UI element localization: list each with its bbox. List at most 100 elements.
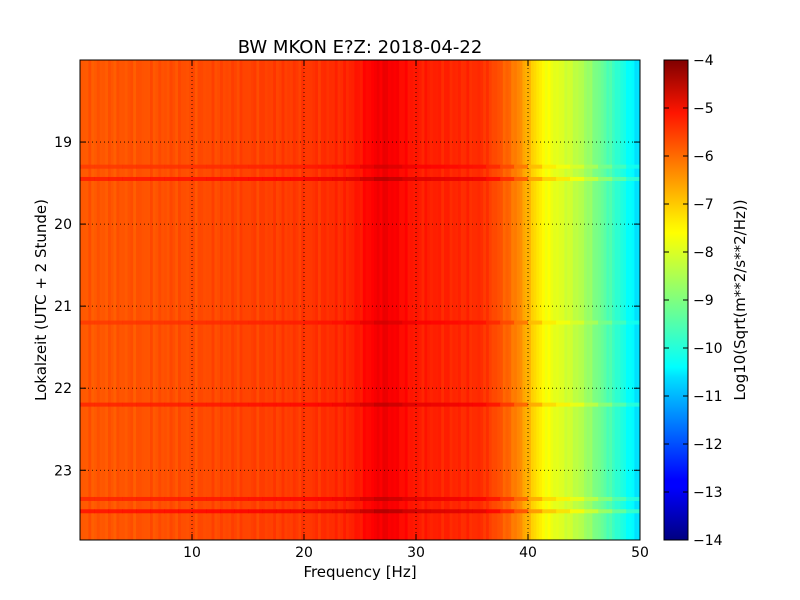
- heatmap-column: [281, 60, 285, 540]
- heatmap-column: [133, 60, 137, 540]
- heatmap-column: [351, 60, 355, 540]
- heatmap-band: [234, 320, 249, 325]
- heatmap-column: [631, 60, 635, 540]
- heatmap-band: [486, 496, 501, 501]
- heatmap-column: [362, 60, 367, 540]
- heatmap-column: [228, 60, 232, 540]
- heatmap-column: [556, 60, 560, 540]
- heatmap-band: [164, 509, 179, 514]
- heatmap-column: [166, 60, 171, 540]
- heatmap-band: [248, 496, 263, 501]
- heatmap-band: [332, 320, 347, 325]
- heatmap-column: [164, 60, 168, 540]
- heatmap-band: [612, 402, 627, 407]
- heatmap-column: [402, 60, 406, 540]
- heatmap-band: [444, 320, 459, 325]
- heatmap-band: [528, 164, 543, 169]
- heatmap-band: [500, 509, 515, 514]
- heatmap-column: [368, 60, 372, 540]
- heatmap-band: [318, 496, 333, 501]
- heatmap-band: [374, 164, 389, 169]
- heatmap-column: [626, 60, 630, 540]
- heatmap-band: [108, 496, 123, 501]
- heatmap-column: [113, 60, 117, 540]
- heatmap-band: [304, 164, 319, 169]
- heatmap-band: [192, 176, 207, 181]
- heatmap-column: [175, 60, 179, 540]
- heatmap-column: [348, 60, 353, 540]
- heatmap-column: [598, 60, 602, 540]
- heatmap-band: [136, 176, 151, 181]
- heatmap-band: [234, 496, 249, 501]
- heatmap-band: [402, 164, 417, 169]
- heatmap-band: [206, 509, 221, 514]
- heatmap-column: [206, 60, 210, 540]
- x-axis-label: Frequency [Hz]: [303, 563, 416, 581]
- x-tick-label: 50: [631, 545, 649, 561]
- heatmap-column: [136, 60, 140, 540]
- heatmap-column: [273, 60, 277, 540]
- heatmap-band: [276, 402, 291, 407]
- heatmap-column: [564, 60, 568, 540]
- heatmap-column: [575, 60, 579, 540]
- heatmap-column: [382, 60, 386, 540]
- heatmap-band: [178, 320, 193, 325]
- heatmap-column: [130, 60, 134, 540]
- heatmap-column: [147, 60, 151, 540]
- heatmap-band: [556, 320, 571, 325]
- heatmap-column: [606, 60, 610, 540]
- heatmap-column: [141, 60, 145, 540]
- heatmap-column: [306, 60, 311, 540]
- heatmap-band: [122, 402, 137, 407]
- heatmap-column: [494, 60, 498, 540]
- heatmap-column: [466, 60, 470, 540]
- heatmap-band: [304, 402, 319, 407]
- heatmap-band: [178, 164, 193, 169]
- heatmap-column: [578, 60, 582, 540]
- heatmap-column: [522, 60, 526, 540]
- heatmap-band: [178, 496, 193, 501]
- heatmap-column: [452, 60, 456, 540]
- heatmap-band: [220, 176, 235, 181]
- heatmap-band: [220, 402, 235, 407]
- heatmap-band: [514, 496, 529, 501]
- heatmap-band: [584, 164, 599, 169]
- heatmap-band: [584, 509, 599, 514]
- heatmap-band: [164, 176, 179, 181]
- heatmap-column: [245, 60, 249, 540]
- heatmap-column: [477, 60, 481, 540]
- heatmap-column: [508, 60, 512, 540]
- heatmap-band: [80, 164, 95, 169]
- heatmap-column: [194, 60, 199, 540]
- heatmap-band: [80, 496, 95, 501]
- heatmap-column: [337, 60, 341, 540]
- heatmap-band: [612, 509, 627, 514]
- heatmap-column: [525, 60, 529, 540]
- heatmap-band: [290, 509, 305, 514]
- heatmap-column: [99, 60, 103, 540]
- heatmap-band: [626, 320, 640, 325]
- heatmap-band: [472, 402, 487, 407]
- heatmap-band: [332, 496, 347, 501]
- heatmap-band: [136, 509, 151, 514]
- heatmap-band: [150, 176, 165, 181]
- heatmap-band: [542, 402, 557, 407]
- heatmap-band: [514, 320, 529, 325]
- heatmap-band: [388, 320, 403, 325]
- heatmap-band: [332, 402, 347, 407]
- heatmap-column: [438, 60, 442, 540]
- heatmap-column: [435, 60, 439, 540]
- heatmap-column: [183, 60, 187, 540]
- heatmap-column: [85, 60, 89, 540]
- heatmap-column: [614, 60, 619, 540]
- heatmap-band: [80, 402, 95, 407]
- heatmap-band: [612, 176, 627, 181]
- heatmap-band: [206, 320, 221, 325]
- heatmap-column: [483, 60, 487, 540]
- heatmap-band: [430, 402, 445, 407]
- colorbar-tick-label: −4: [693, 53, 714, 69]
- heatmap-column: [91, 60, 95, 540]
- heatmap-band: [94, 320, 109, 325]
- heatmap-band: [262, 164, 277, 169]
- x-tick-label: 30: [407, 545, 425, 561]
